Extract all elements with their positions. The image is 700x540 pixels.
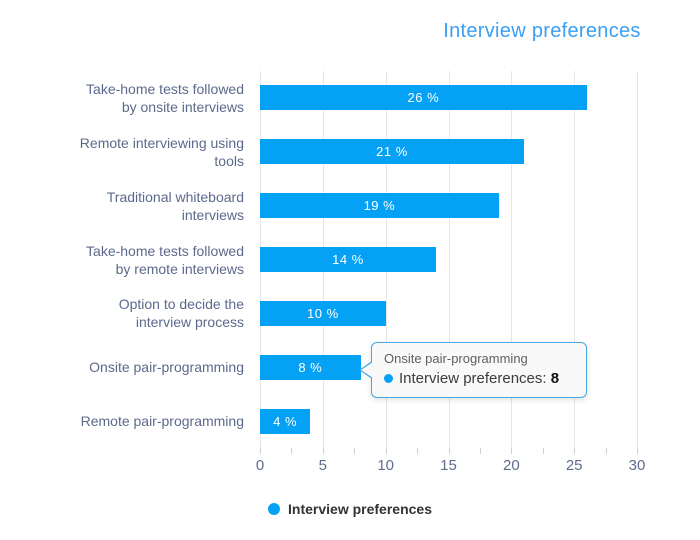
x-axis <box>260 448 638 455</box>
axis-tick <box>291 448 293 454</box>
tooltip-value: 8 <box>550 370 560 387</box>
bar-value-label: 21 % <box>376 144 408 160</box>
x-tick-label: 25 <box>565 457 583 474</box>
bar[interactable]: 14 % <box>260 247 436 272</box>
axis-tick <box>511 448 513 454</box>
axis-tick <box>417 448 419 454</box>
category-label: Onsite pair-programming <box>36 358 244 376</box>
legend-marker-icon <box>268 503 281 515</box>
tooltip-series-row: Interview preferences: 8 <box>384 370 574 387</box>
axis-tick <box>542 448 544 454</box>
tooltip-category: Onsite pair-programming <box>384 351 528 366</box>
axis-tick <box>479 448 481 454</box>
category-label-line: Remote pair-programming <box>80 413 244 430</box>
category-label: Remote interviewing using tools <box>36 134 244 170</box>
category-label-line: by onsite interviews <box>121 98 244 115</box>
bar-value-label: 26 % <box>407 90 440 106</box>
gridline <box>448 71 450 448</box>
category-label: Option to decide the interview process <box>36 295 244 331</box>
bar[interactable]: 26 % <box>260 85 587 111</box>
gridline <box>574 71 576 448</box>
category-label: Traditional whiteboard interviews <box>36 188 244 224</box>
bar-value-label: 14 % <box>332 252 364 267</box>
bar[interactable]: 8 % <box>260 354 361 380</box>
x-tick-label: 20 <box>502 457 520 474</box>
legend-label: Interview preferences <box>288 501 432 517</box>
axis-tick <box>354 448 356 454</box>
bar-value-label: 4 % <box>273 413 298 429</box>
bar[interactable]: 4 % <box>260 408 311 434</box>
category-label: Take-home tests followed by remote interv… <box>36 242 244 278</box>
x-tick-label: 0 <box>255 457 265 474</box>
category-label-line: Remote interviewing using <box>79 134 244 151</box>
axis-tick <box>448 448 450 454</box>
category-label: Remote pair-programming <box>36 412 244 430</box>
bar[interactable]: 19 % <box>260 193 499 219</box>
x-tick-label: 30 <box>628 457 646 474</box>
x-tick-label: 15 <box>440 457 457 474</box>
bar-value-label: 8 % <box>298 359 323 375</box>
category-label-line: interview process <box>135 314 244 331</box>
bar[interactable]: 10 % <box>260 300 386 326</box>
tooltip-series-label: Interview preferences: 8 <box>399 370 560 387</box>
bar-value-label: 10 % <box>307 305 339 321</box>
tooltip: Onsite pair-programming Interview prefer… <box>371 342 587 398</box>
x-axis-labels: 0 5 10 15 20 25 30 <box>256 457 646 475</box>
axis-tick <box>322 448 324 454</box>
gridline <box>637 71 638 448</box>
chart-title: Interview preferences <box>443 20 641 42</box>
category-label-line: Traditional whiteboard <box>106 188 244 205</box>
series-marker-icon <box>384 374 393 383</box>
axis-tick <box>260 448 261 454</box>
bar[interactable]: 21 % <box>260 139 524 165</box>
category-label-line: tools <box>214 152 244 169</box>
axis-tick <box>574 448 576 454</box>
category-label-line: Take-home tests followed <box>86 80 244 97</box>
axis-tick <box>605 448 607 454</box>
category-label-line: Onsite pair-programming <box>89 359 244 376</box>
x-tick-label: 10 <box>377 457 394 474</box>
category-label-line: interviews <box>181 206 244 223</box>
category-label: Take-home tests followed by onsite interv… <box>36 80 244 116</box>
category-label-line: Take-home tests followed <box>86 242 244 259</box>
gridline <box>511 71 513 448</box>
category-label-line: Option to decide the <box>118 296 244 313</box>
category-label-line: by remote interviews <box>115 260 244 277</box>
axis-tick <box>385 448 387 454</box>
plot-area: 26 % 21 % 19 % 14 % 10 % 8 % 4 % <box>260 71 638 448</box>
x-tick-label: 5 <box>318 457 327 474</box>
axis-tick <box>637 448 638 454</box>
legend-item-interview-preferences[interactable]: Interview preferences <box>0 501 700 517</box>
bar-value-label: 19 % <box>363 198 396 214</box>
